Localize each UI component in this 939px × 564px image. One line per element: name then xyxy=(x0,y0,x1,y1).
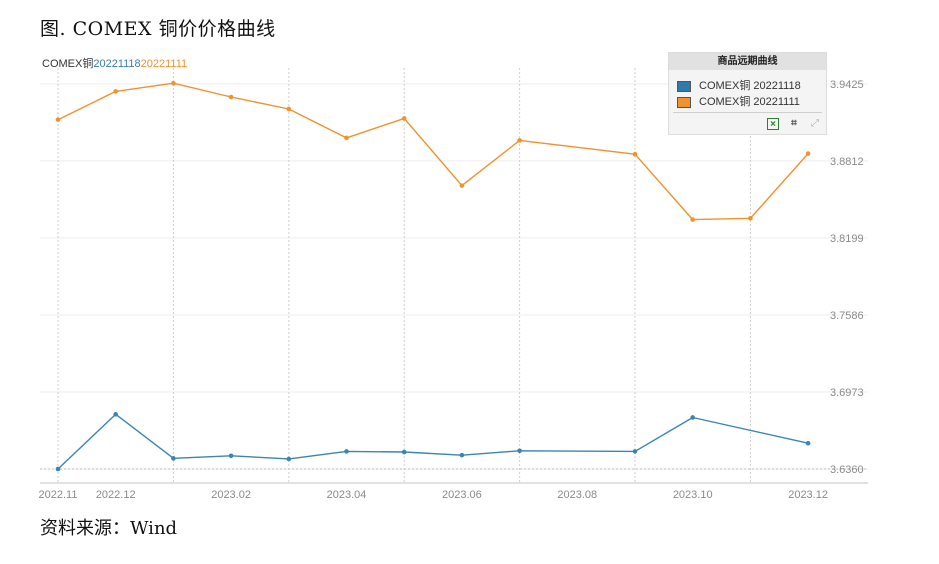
series-1-point-5 xyxy=(344,449,349,454)
series-1-point-7 xyxy=(459,452,465,458)
series-2-point-10 xyxy=(690,217,695,222)
figure-title: 图. COMEX 铜价价格曲线 xyxy=(40,18,276,40)
y-tick-label-1: 3.8812 xyxy=(830,156,864,168)
series-1-point-9 xyxy=(632,449,638,454)
crop-icon[interactable]: ⌗ xyxy=(791,118,797,129)
series-line-1 xyxy=(57,413,809,470)
x-tick-label-5: 2023.08 xyxy=(557,489,597,501)
legend-panel[interactable]: 商品远期曲线 COMEX铜 20221118 COMEX铜 20221111 ×… xyxy=(668,52,827,135)
y-tick-label-3: 3.7586 xyxy=(830,310,864,322)
y-tick-labels: 3.9425 3.8812 3.8199 3.7586 3.6973 3.6360 xyxy=(830,79,864,476)
grid-layer xyxy=(40,68,868,483)
series-2-point-9 xyxy=(632,151,638,157)
series-1-point-2 xyxy=(171,456,176,461)
excel-export-icon[interactable]: × xyxy=(767,118,779,130)
series-1-point-3 xyxy=(228,453,234,459)
subtitle-date-1: 20221118 xyxy=(93,58,141,70)
series-1-point-0 xyxy=(55,466,61,472)
series-1-point-10 xyxy=(690,415,695,420)
series-2-point-5 xyxy=(344,135,349,141)
y-tick-label-5: 3.6360 xyxy=(830,464,864,476)
share-icon[interactable]: ⤢ xyxy=(811,118,819,129)
x-tick-label-6: 2023.10 xyxy=(673,489,713,501)
legend-item-series-1[interactable]: COMEX铜 20221118 xyxy=(677,79,801,93)
chart-subtitle: COMEX铜2022111820221111 xyxy=(42,55,187,71)
legend-swatch-series-1 xyxy=(677,80,691,92)
subtitle-date-2: 20221111 xyxy=(140,58,188,70)
series-2-point-7 xyxy=(459,183,465,188)
legend-title: 商品远期曲线 xyxy=(669,53,826,70)
x-tick-label-2: 2023.02 xyxy=(211,489,251,501)
series-2-point-11 xyxy=(748,216,753,221)
series-1-point-4 xyxy=(286,456,292,462)
legend-swatch-series-2 xyxy=(677,96,691,108)
x-tick-label-3: 2023.04 xyxy=(327,489,367,501)
x-tick-label-7: 2023.12 xyxy=(788,489,828,501)
series-1-point-8 xyxy=(517,448,522,454)
x-tick-label-0: 2022.11 xyxy=(39,489,78,501)
y-tick-label-2: 3.8199 xyxy=(830,233,864,245)
x-tick-label-1: 2022.12 xyxy=(96,489,136,501)
series-2-point-12 xyxy=(805,151,811,156)
legend-label-series-2: COMEX铜 20221111 xyxy=(699,96,800,108)
subtitle-prefix: COMEX铜 xyxy=(42,58,94,70)
y-tick-label-4: 3.6973 xyxy=(830,387,864,399)
series-2-point-4 xyxy=(286,106,292,112)
series-2-point-6 xyxy=(401,116,407,121)
series-2-point-1 xyxy=(113,89,118,94)
series-1-point-1 xyxy=(113,412,118,417)
x-tick-labels: 2022.11 2022.12 2023.02 2023.04 2023.06 2023.… xyxy=(39,489,828,501)
series-2-point-8 xyxy=(517,138,522,143)
series-2-point-0 xyxy=(55,117,61,122)
y-tick-label-0: 3.9425 xyxy=(830,79,864,91)
legend-item-series-2[interactable]: COMEX铜 20221111 xyxy=(677,95,800,109)
series-1-point-6 xyxy=(401,449,407,455)
x-tick-label-4: 2023.06 xyxy=(442,489,482,501)
series-2-point-3 xyxy=(228,94,234,100)
series-1-point-11 xyxy=(805,440,811,446)
series-2-point-2 xyxy=(171,80,176,86)
source-note: 资料来源：Wind xyxy=(40,518,178,539)
legend-divider xyxy=(673,112,822,113)
legend-label-series-1: COMEX铜 20221118 xyxy=(699,80,801,92)
series-layer xyxy=(55,80,811,472)
